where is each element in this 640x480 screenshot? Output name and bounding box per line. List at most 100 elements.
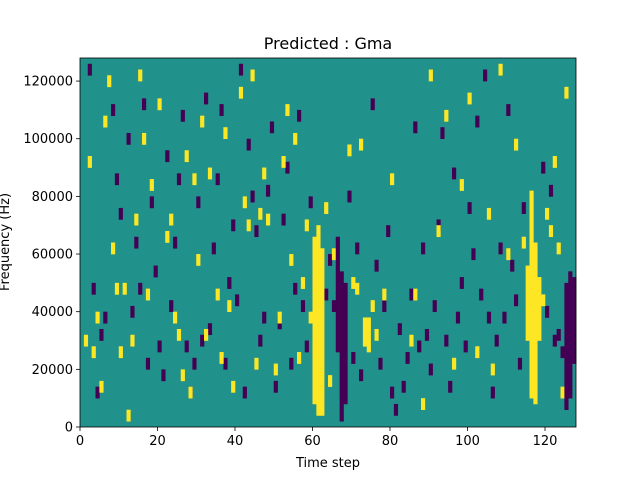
- heatmap-cell-low: [91, 282, 96, 295]
- heatmap-cell-low: [397, 323, 402, 336]
- heatmap-cell-high: [215, 288, 220, 301]
- heatmap-cell-low: [359, 369, 364, 382]
- heatmap-cell-low: [514, 294, 519, 307]
- heatmap-cell-high: [91, 346, 96, 359]
- heatmap-band-high: [366, 317, 371, 353]
- heatmap-cell-low: [134, 236, 139, 249]
- heatmap-cell-high: [475, 346, 480, 359]
- heatmap-cell-low: [552, 334, 557, 347]
- heatmap-cell-high: [223, 127, 228, 140]
- heatmap-cell-high: [157, 98, 162, 111]
- heatmap-cell-high: [324, 202, 329, 214]
- heatmap-cell-low: [541, 161, 546, 174]
- heatmap-cell-low: [401, 380, 406, 393]
- heatmap-cell-low: [405, 352, 410, 364]
- heatmap-cell-high: [165, 230, 170, 243]
- heatmap-band-high: [525, 265, 530, 341]
- heatmap-cell-low: [231, 219, 236, 232]
- heatmap-cell-low: [219, 104, 224, 116]
- heatmap-cell-low: [297, 109, 302, 122]
- heatmap-cell-high: [134, 213, 139, 226]
- heatmap-cell-high: [444, 109, 449, 122]
- heatmap-cell-low: [393, 403, 399, 416]
- heatmap-band-low: [335, 236, 340, 353]
- heatmap-cell-high: [409, 334, 414, 347]
- heatmap-cell-high: [138, 69, 143, 82]
- heatmap-cell-low: [103, 311, 108, 324]
- x-tick-label: 60: [304, 434, 321, 449]
- heatmap-cell-high: [196, 254, 201, 266]
- heatmap-cell-high: [246, 219, 251, 232]
- heatmap-cell-low: [308, 196, 313, 209]
- heatmap-cell-low: [196, 196, 201, 209]
- heatmap-cell-high: [560, 386, 565, 399]
- heatmap-cell-low: [300, 300, 306, 312]
- heatmap-cell-high: [242, 196, 247, 209]
- heatmap-cell-low: [548, 184, 554, 197]
- heatmap-cell-high: [428, 69, 433, 82]
- heatmap-cell-high: [304, 219, 309, 232]
- heatmap-cell-low: [506, 104, 511, 116]
- heatmap-cell-high: [556, 242, 561, 255]
- heatmap-band-high: [533, 242, 538, 405]
- heatmap-cell-low: [258, 334, 263, 347]
- heatmap-cell-low: [192, 357, 197, 370]
- heatmap-cell-high: [95, 311, 100, 324]
- heatmap-cell-high: [289, 254, 294, 266]
- heatmap-band-low: [568, 271, 573, 399]
- heatmap-cell-low: [347, 190, 352, 203]
- heatmap-cell-high: [374, 328, 379, 341]
- heatmap-cell-low: [126, 132, 131, 145]
- heatmap-cell-low: [413, 121, 418, 134]
- heatmap-cell-low: [114, 173, 120, 186]
- heatmap-cell-high: [145, 288, 151, 301]
- heatmap-band-high: [529, 190, 534, 399]
- heatmap-cell-high: [564, 86, 569, 99]
- heatmap-cell-high: [277, 311, 282, 324]
- heatmap-cell-low: [455, 311, 461, 324]
- heatmap-cell-low: [421, 242, 426, 255]
- heatmap-cell-high: [390, 173, 395, 186]
- heatmap-cell-low: [111, 104, 116, 116]
- heatmap-cell-low: [215, 173, 220, 186]
- heatmap-cell-high: [459, 179, 464, 191]
- heatmap-cell-high: [250, 69, 255, 82]
- heatmap-cell-low: [370, 98, 375, 111]
- heatmap-cell-low: [211, 242, 216, 255]
- heatmap-cell-low: [285, 161, 290, 174]
- heatmap-cell-high: [200, 115, 205, 128]
- heatmap-band-low: [343, 282, 348, 405]
- chart-title: Predicted : Gma: [264, 34, 392, 53]
- heatmap-cell-low: [502, 311, 507, 324]
- heatmap-cell-high: [173, 311, 178, 324]
- heatmap-cell-low: [142, 98, 147, 111]
- x-tick-label: 80: [382, 434, 399, 449]
- heatmap-band-high: [316, 225, 321, 416]
- heatmap-cell-high: [126, 409, 131, 422]
- y-tick-label: 100000: [23, 132, 73, 147]
- y-tick-label: 40000: [32, 305, 73, 320]
- heatmap-cell-high: [467, 92, 472, 105]
- heatmap-cell-high: [370, 300, 375, 312]
- heatmap-cell-low: [428, 363, 433, 376]
- heatmap-cell-low: [459, 277, 464, 289]
- heatmap-band-low: [572, 277, 577, 364]
- heatmap-cell-low: [95, 386, 100, 399]
- heatmap-cell-low: [374, 259, 379, 272]
- heatmap-cell-low: [254, 225, 259, 238]
- heatmap-cell-high: [258, 207, 263, 220]
- heatmap-cell-high: [359, 138, 364, 151]
- heatmap-cell-low: [169, 300, 174, 312]
- heatmap-cell-low: [475, 115, 480, 128]
- heatmap-cell-low: [180, 109, 185, 122]
- heatmap-band-low: [339, 271, 344, 422]
- heatmap-cell-low: [273, 380, 278, 393]
- heatmap-cell-low: [118, 207, 123, 220]
- heatmap-cell-low: [521, 202, 526, 214]
- heatmap-cell-high: [169, 213, 174, 226]
- heatmap-cell-high: [285, 104, 290, 116]
- y-tick-label: 120000: [23, 75, 73, 90]
- y-tick-label: 80000: [32, 190, 73, 205]
- heatmap-cell-low: [560, 346, 565, 359]
